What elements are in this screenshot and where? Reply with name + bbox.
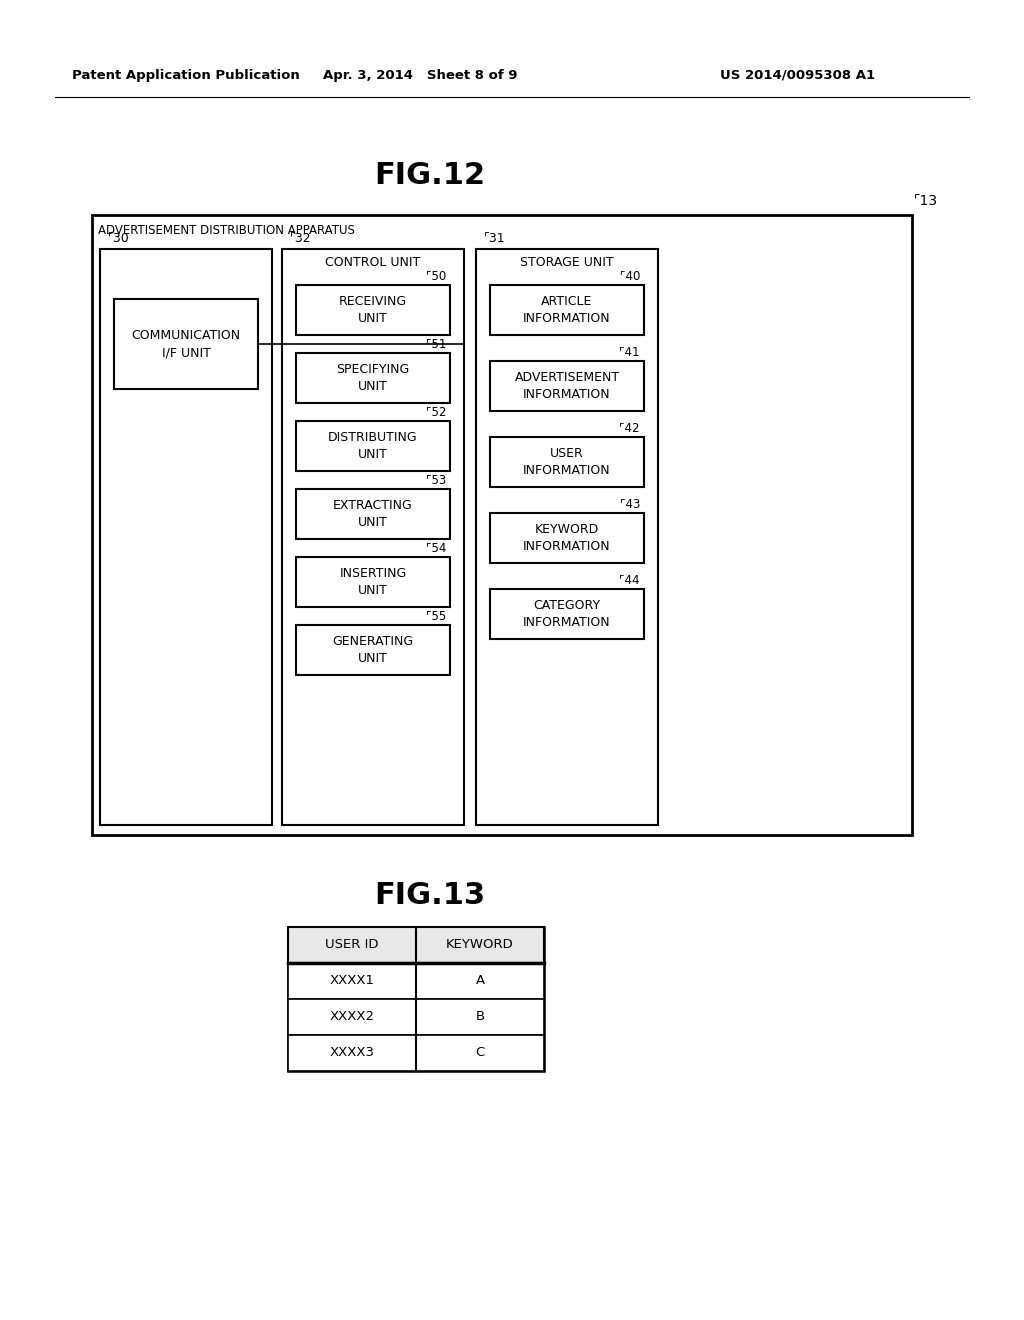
Text: XXXX2: XXXX2	[330, 1011, 375, 1023]
Text: A: A	[475, 974, 484, 987]
Text: EXTRACTING
UNIT: EXTRACTING UNIT	[333, 499, 413, 529]
Text: Apr. 3, 2014   Sheet 8 of 9: Apr. 3, 2014 Sheet 8 of 9	[323, 69, 517, 82]
Text: ⌜31: ⌜31	[484, 231, 506, 244]
Bar	[296, 421, 450, 471]
Bar	[296, 488, 450, 539]
Bar	[114, 300, 258, 389]
Text: ⌜42: ⌜42	[620, 421, 640, 434]
Text: ⌜52: ⌜52	[426, 405, 446, 418]
Text: ⌜53: ⌜53	[426, 474, 446, 487]
Text: CONTROL UNIT: CONTROL UNIT	[326, 256, 421, 269]
Text: ⌜32: ⌜32	[290, 231, 311, 244]
Text: GENERATING
UNIT: GENERATING UNIT	[333, 635, 414, 665]
Text: STORAGE UNIT: STORAGE UNIT	[520, 256, 613, 269]
Text: COMMUNICATION
I/F UNIT: COMMUNICATION I/F UNIT	[131, 329, 241, 359]
Text: USER
INFORMATION: USER INFORMATION	[523, 447, 610, 477]
Text: ⌜43: ⌜43	[620, 498, 640, 511]
Bar	[288, 927, 544, 964]
Text: B: B	[475, 1011, 484, 1023]
Text: ⌜41: ⌜41	[620, 346, 640, 359]
Bar	[490, 589, 644, 639]
Text: ⌜13: ⌜13	[914, 194, 938, 209]
Bar	[288, 1035, 544, 1071]
Text: XXXX1: XXXX1	[330, 974, 375, 987]
Text: SPECIFYING
UNIT: SPECIFYING UNIT	[336, 363, 410, 393]
Text: ⌜50: ⌜50	[426, 269, 446, 282]
Text: ADVERTISEMENT DISTRIBUTION APPARATUS: ADVERTISEMENT DISTRIBUTION APPARATUS	[98, 223, 355, 236]
Text: ⌜51: ⌜51	[426, 338, 446, 351]
Text: ⌜55: ⌜55	[426, 610, 446, 623]
Text: USER ID: USER ID	[326, 939, 379, 952]
Bar	[288, 999, 544, 1035]
Text: Patent Application Publication: Patent Application Publication	[72, 69, 300, 82]
Text: US 2014/0095308 A1: US 2014/0095308 A1	[720, 69, 876, 82]
Bar	[288, 927, 544, 1071]
Text: RECEIVING
UNIT: RECEIVING UNIT	[339, 294, 408, 325]
Text: ⌜54: ⌜54	[426, 541, 446, 554]
Bar	[296, 285, 450, 335]
Text: ADVERTISEMENT
INFORMATION: ADVERTISEMENT INFORMATION	[514, 371, 620, 401]
Bar	[490, 360, 644, 411]
Text: ⌜40: ⌜40	[620, 269, 640, 282]
Bar	[92, 215, 912, 836]
Bar	[282, 249, 464, 825]
Text: ARTICLE
INFORMATION: ARTICLE INFORMATION	[523, 294, 610, 325]
Text: KEYWORD
INFORMATION: KEYWORD INFORMATION	[523, 523, 610, 553]
Text: ⌜30: ⌜30	[108, 231, 130, 244]
Text: ⌜44: ⌜44	[620, 573, 640, 586]
Text: DISTRIBUTING
UNIT: DISTRIBUTING UNIT	[328, 432, 418, 461]
Bar	[490, 513, 644, 564]
Bar	[476, 249, 658, 825]
Text: CATEGORY
INFORMATION: CATEGORY INFORMATION	[523, 599, 610, 630]
Text: XXXX3: XXXX3	[330, 1047, 375, 1060]
Bar	[490, 437, 644, 487]
Text: INSERTING
UNIT: INSERTING UNIT	[339, 568, 407, 597]
Bar	[296, 557, 450, 607]
Bar	[100, 249, 272, 825]
Text: C: C	[475, 1047, 484, 1060]
Text: KEYWORD: KEYWORD	[446, 939, 514, 952]
Bar	[288, 964, 544, 999]
Bar	[490, 285, 644, 335]
Text: FIG.13: FIG.13	[375, 880, 485, 909]
Bar	[296, 624, 450, 675]
Bar	[296, 352, 450, 403]
Text: FIG.12: FIG.12	[375, 161, 485, 190]
